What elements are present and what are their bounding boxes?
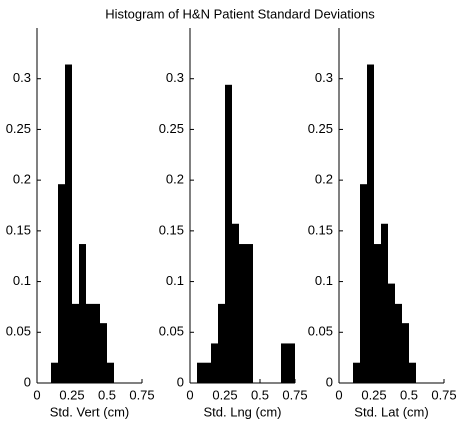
bar (204, 362, 211, 383)
x-tick-label: 0 (33, 387, 40, 402)
bar (225, 84, 232, 384)
x-tick-label: 0.5 (251, 387, 269, 402)
x-tick-label: 0.75 (431, 387, 456, 402)
y-tick-label: 0.3 (13, 70, 31, 85)
y-tick-label: 0.05 (308, 324, 333, 339)
bar (65, 64, 72, 383)
x-tick-label: 0 (335, 387, 342, 402)
bar (58, 184, 65, 383)
x-tick-label: 0.25 (212, 387, 237, 402)
bar (246, 244, 253, 383)
bar (353, 362, 360, 383)
bar (232, 223, 239, 383)
y-tick-label: 0.2 (315, 172, 333, 187)
y-tick-label: 0 (326, 374, 333, 389)
bar (197, 362, 204, 383)
bar (93, 303, 100, 383)
y-tick-label: 0.2 (166, 172, 184, 187)
y-tick-label: 0.3 (315, 70, 333, 85)
bar (100, 323, 107, 383)
x-tick-label: 0.75 (129, 387, 154, 402)
bar (239, 244, 246, 383)
y-tick-label: 0.05 (6, 324, 31, 339)
y-tick-label: 0.1 (166, 273, 184, 288)
bar (79, 244, 86, 383)
bar (211, 343, 218, 383)
bar (51, 362, 58, 383)
y-tick-label: 0 (177, 374, 184, 389)
y-tick-label: 0.15 (159, 222, 184, 237)
y-tick-label: 0.25 (308, 121, 333, 136)
y-tick-label: 0.25 (159, 121, 184, 136)
bar (288, 343, 295, 383)
x-axis-label: Std. Lat (cm) (354, 404, 428, 419)
y-tick-label: 0.3 (166, 70, 184, 85)
y-tick-label: 0.25 (6, 121, 31, 136)
x-tick-label: 0 (186, 387, 193, 402)
bar (374, 244, 381, 383)
y-tick-label: 0.2 (13, 172, 31, 187)
bar (367, 64, 374, 383)
y-tick-label: 0.15 (6, 222, 31, 237)
x-tick-label: 0.5 (400, 387, 418, 402)
y-tick-label: 0.15 (308, 222, 333, 237)
bar (395, 303, 402, 383)
x-axis-label: Std. Lng (cm) (203, 404, 281, 419)
x-tick-label: 0.25 (361, 387, 386, 402)
bar (281, 343, 288, 383)
bar (86, 303, 93, 383)
bar (360, 184, 367, 383)
x-tick-label: 0.25 (59, 387, 84, 402)
y-tick-label: 0.1 (13, 273, 31, 288)
x-tick-label: 0.5 (98, 387, 116, 402)
bar (72, 303, 79, 383)
x-tick-label: 0.75 (282, 387, 307, 402)
figure-title: Histogram of H&N Patient Standard Deviat… (105, 6, 375, 21)
y-tick-label: 0.1 (315, 273, 333, 288)
bar (107, 362, 114, 383)
bar (218, 303, 225, 383)
bar (388, 283, 395, 383)
y-tick-label: 0 (24, 374, 31, 389)
bar (402, 323, 409, 383)
x-axis-label: Std. Vert (cm) (50, 404, 129, 419)
y-tick-label: 0.05 (159, 324, 184, 339)
bar (409, 362, 416, 383)
bar (381, 223, 388, 383)
